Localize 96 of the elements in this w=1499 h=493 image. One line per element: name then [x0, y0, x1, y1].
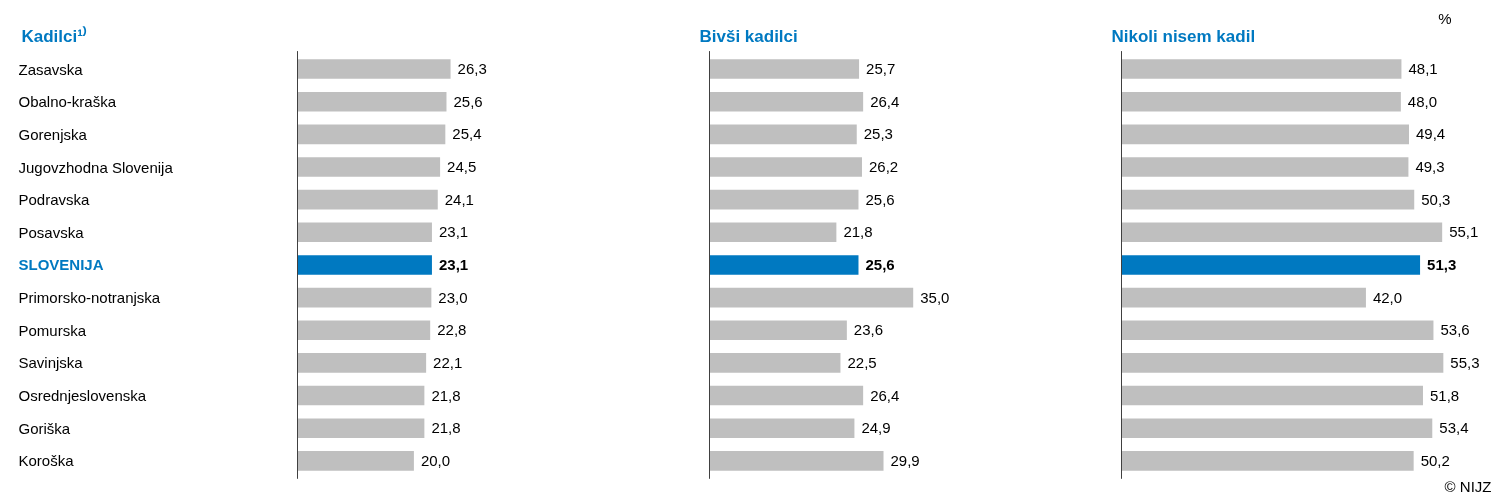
bar [297, 124, 446, 145]
bar [297, 189, 438, 210]
data-label: 23,1 [438, 223, 469, 241]
data-label: 21,8 [431, 386, 461, 404]
bar [1121, 255, 1421, 275]
data-label: 55,3 [1450, 353, 1480, 371]
data-label: 23,0 [438, 288, 468, 306]
text: Kadilci¹⁾ [21, 25, 87, 46]
data-label: 23,6 [853, 321, 884, 339]
bar [1121, 320, 1434, 341]
data-label: 22,1 [433, 353, 463, 371]
bar [709, 385, 864, 406]
bar [1121, 222, 1443, 243]
bar [297, 255, 432, 275]
bar [1121, 451, 1414, 471]
bar [709, 189, 859, 210]
data-label: 51,3 [1427, 255, 1457, 273]
bar [1121, 157, 1409, 177]
bar [1121, 189, 1415, 210]
data-label: 53,6 [1440, 321, 1470, 339]
bar [1121, 59, 1402, 79]
data-label: 24,9 [861, 419, 891, 437]
data-label: 26,4 [870, 92, 900, 110]
data-label: 22,8 [437, 321, 467, 339]
data-label: 21,8 [843, 223, 873, 241]
y-tick-label: Primorsko-notranjska [18, 289, 161, 307]
bar [709, 451, 884, 471]
bar [297, 157, 441, 177]
data-label: 55,1 [1449, 223, 1479, 241]
bar [709, 157, 862, 177]
data-label: 26,2 [868, 158, 899, 176]
y-tick-label: Obalno-kraška [18, 93, 117, 111]
data-label: 51,8 [1429, 386, 1460, 404]
y-tick-label: Savinjska [18, 354, 84, 372]
y-tick-label: Posavska [18, 223, 85, 241]
text: % [1438, 9, 1452, 27]
data-label: 26,3 [457, 60, 487, 78]
y-tick-label: Zasavska [18, 60, 84, 78]
bar [297, 287, 432, 308]
bar [297, 320, 431, 341]
data-label: 42,0 [1372, 288, 1403, 306]
data-label: 29,9 [890, 451, 920, 469]
chart-title: Bivši kadilci [699, 26, 798, 46]
bar [297, 385, 425, 406]
data-label: 25,6 [865, 190, 895, 208]
bar [709, 255, 859, 275]
bar [709, 418, 855, 438]
data-label: 23,1 [438, 255, 469, 273]
bar [709, 353, 841, 373]
y-tick-label: Gorenjska [18, 125, 88, 143]
y-tick-label: Jugovzhodna Slovenija [18, 158, 174, 176]
bar [297, 353, 427, 373]
bar [1121, 91, 1401, 112]
bar [1121, 353, 1444, 373]
data-label: 24,5 [447, 158, 477, 176]
bar [297, 222, 432, 243]
data-label: 53,4 [1439, 419, 1469, 437]
bar [709, 287, 914, 308]
y-tick-label: Goriška [18, 419, 71, 437]
y-tick-label: Osrednjeslovenska [18, 387, 147, 405]
data-label: 25,4 [452, 125, 482, 143]
data-label: 20,0 [420, 451, 451, 469]
data-label: 21,8 [431, 419, 461, 437]
data-label: 24,1 [444, 190, 474, 208]
y-tick-label: Koroška [18, 452, 75, 470]
bar [709, 59, 860, 79]
bar [1121, 287, 1366, 308]
y-tick-label: SLOVENIJA [18, 256, 104, 274]
bar [297, 451, 414, 471]
bar [709, 124, 857, 145]
bar [297, 418, 425, 438]
data-label: 50,3 [1421, 190, 1451, 208]
bar [709, 91, 864, 112]
text: © NIJZ [1444, 478, 1492, 493]
bar [1121, 385, 1423, 406]
bar [709, 222, 837, 243]
data-label: 26,4 [870, 386, 900, 404]
data-label: 25,6 [865, 255, 895, 273]
data-label: 25,6 [453, 92, 483, 110]
bar [297, 91, 447, 112]
bar [297, 59, 451, 79]
data-label: 50,2 [1420, 451, 1450, 469]
data-label: 22,5 [847, 353, 877, 371]
data-label: 35,0 [920, 288, 950, 306]
y-tick-label: Pomurska [18, 321, 87, 339]
data-label: 49,4 [1416, 125, 1446, 143]
bar [1121, 124, 1410, 145]
chart-title: Nikoli nisem kadil [1111, 26, 1256, 46]
data-label: 25,7 [866, 60, 896, 78]
data-label: 49,3 [1415, 158, 1445, 176]
data-label: 48,1 [1408, 60, 1438, 78]
y-tick-label: Podravska [18, 191, 91, 209]
data-label: 48,0 [1407, 92, 1438, 110]
bar [709, 320, 847, 341]
data-label: 25,3 [863, 125, 893, 143]
bar [1121, 418, 1433, 438]
